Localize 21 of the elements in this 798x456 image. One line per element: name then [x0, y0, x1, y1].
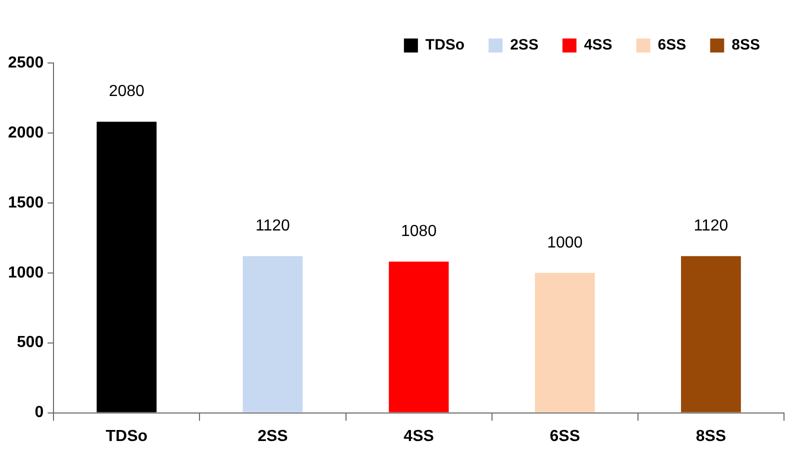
- data-label: 2080: [108, 83, 145, 100]
- data-label: 1120: [694, 217, 728, 234]
- y-tick-label: 1000: [8, 264, 44, 282]
- y-tick-label: 1500: [8, 194, 44, 212]
- y-tick-label: 2500: [8, 54, 44, 72]
- legend-label: 8SS: [732, 36, 760, 54]
- legend-label: 4SS: [584, 36, 612, 54]
- y-tick-label: 0: [34, 404, 44, 422]
- legend-label: TDSo: [425, 36, 465, 54]
- y-tick-label: 500: [16, 334, 44, 352]
- legend-label: 6SS: [658, 36, 686, 54]
- data-label: 1120: [256, 217, 290, 234]
- x-tick-label: 2SS: [258, 428, 288, 445]
- x-tick-label: 6SS: [550, 428, 580, 445]
- x-tick-label: 8SS: [696, 428, 726, 445]
- data-label: 1080: [401, 223, 437, 240]
- x-tick-label: 4SS: [404, 428, 434, 445]
- legend-label: 2SS: [510, 36, 538, 54]
- y-tick-label: 2000: [8, 124, 44, 142]
- data-label: 1000: [547, 234, 583, 252]
- x-tick-label: TDSo: [106, 428, 148, 445]
